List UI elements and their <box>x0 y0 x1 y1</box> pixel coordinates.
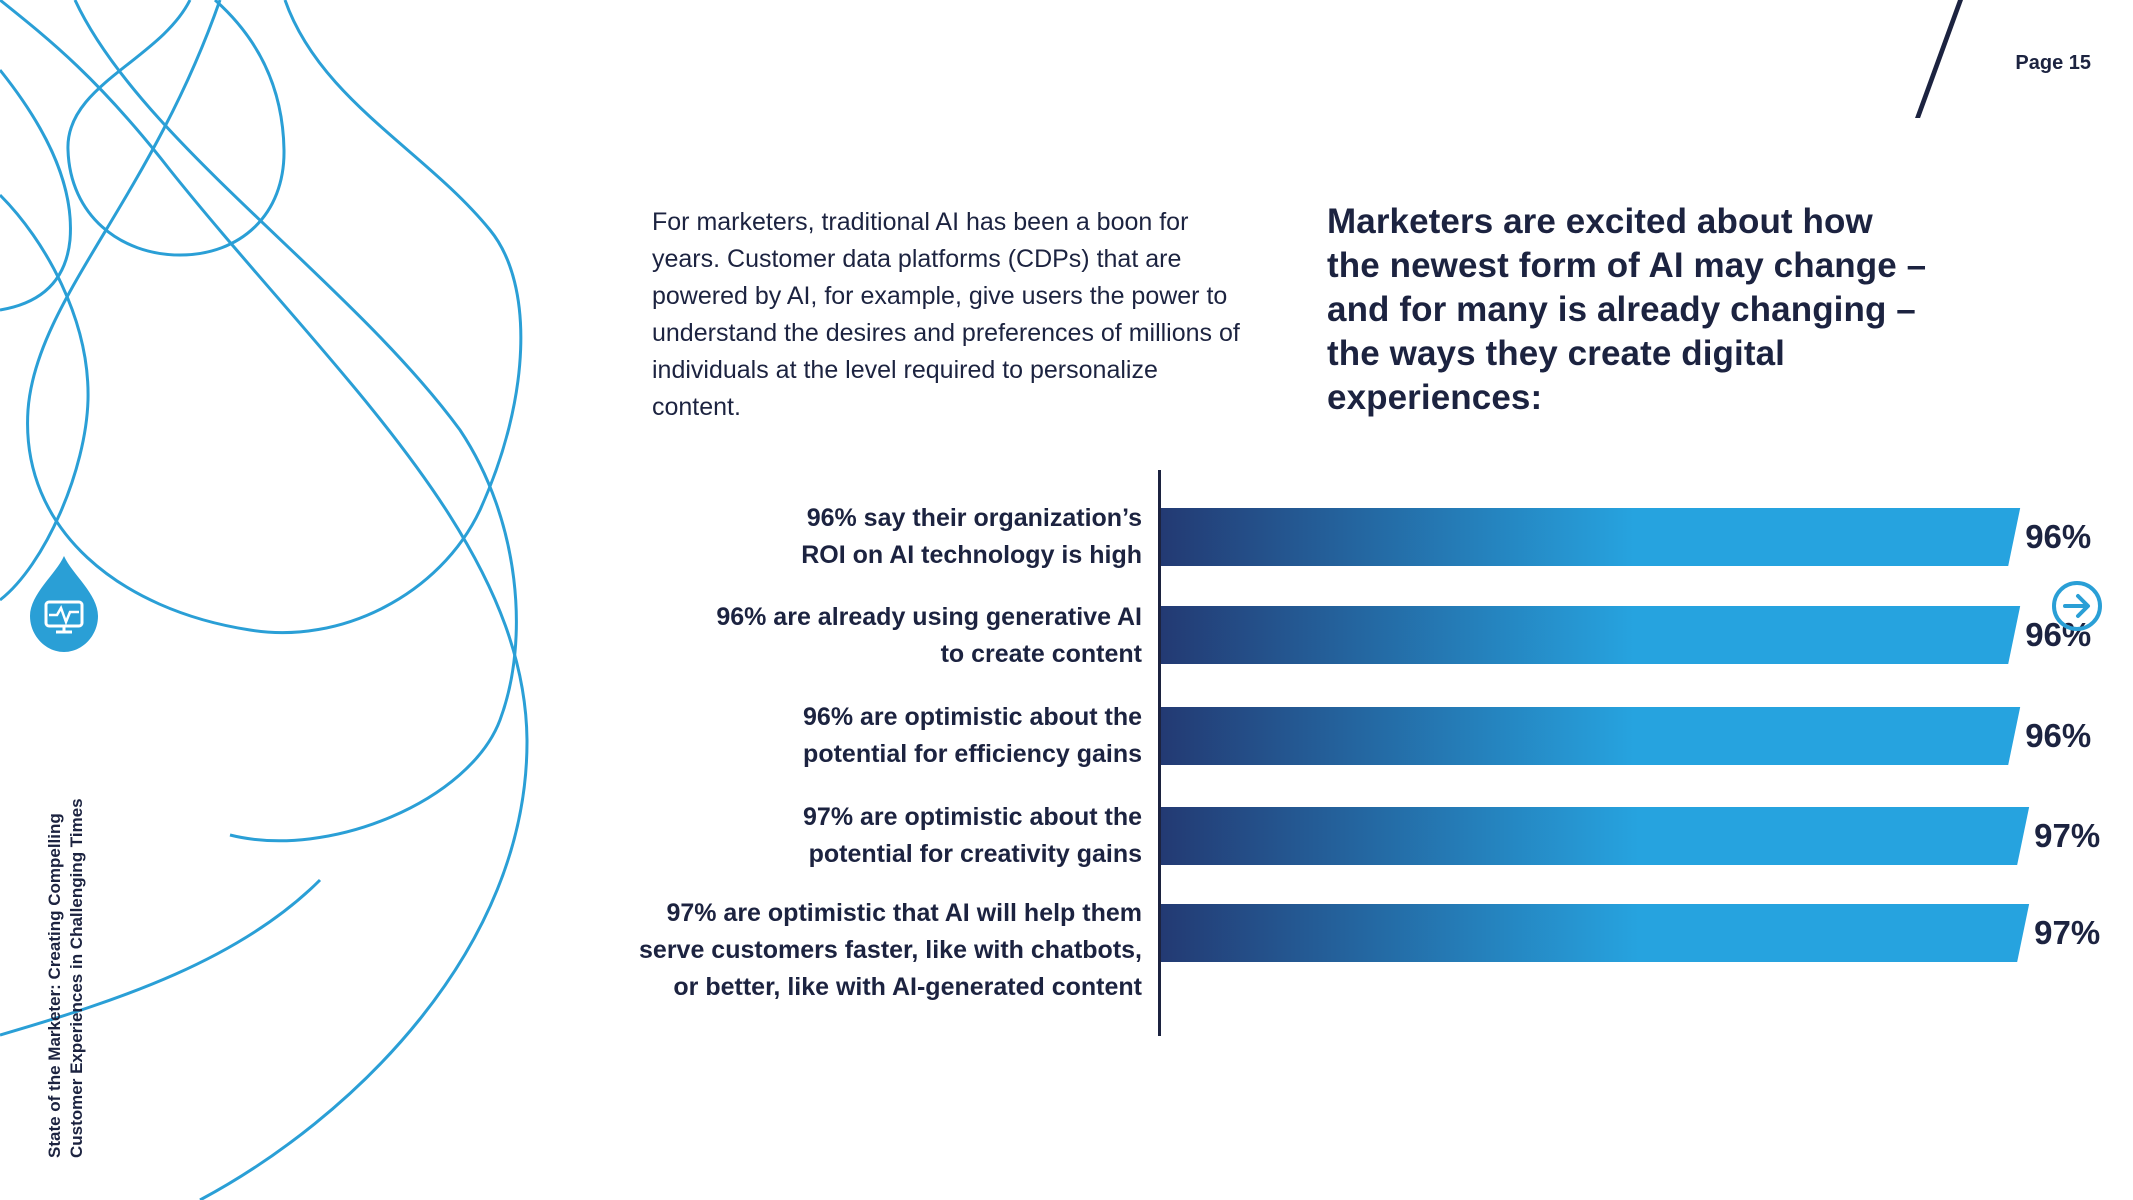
intro-paragraph: For marketers, traditional AI has been a… <box>652 208 1240 421</box>
next-page-button[interactable] <box>2051 580 2103 632</box>
bar-4 <box>1161 807 2030 865</box>
category-label-line: serve customers faster, like with chatbo… <box>639 935 1142 964</box>
category-label-1: 96% say their organization’s ROI on AI te… <box>622 500 1142 574</box>
category-label-3: 96% are optimistic about the potential fo… <box>622 699 1142 773</box>
category-label-line: or better, like with AI-generated conten… <box>673 972 1142 1001</box>
arrow-right-circle-icon <box>2052 581 2102 631</box>
page-number: Page 15 <box>2015 52 2091 74</box>
monitor-heartbeat-icon <box>26 554 102 654</box>
category-label-line: ROI on AI technology is high <box>801 541 1142 569</box>
bar-2 <box>1161 606 2021 664</box>
category-label-line: 96% say their organization’s <box>806 504 1142 532</box>
bar-1 <box>1161 508 2021 566</box>
category-label-line: 96% are optimistic about the <box>803 703 1142 731</box>
category-label-2: 96% are already using generative AI to cr… <box>622 599 1142 673</box>
bar-3 <box>1161 707 2021 765</box>
category-label-line: 97% are optimistic about the <box>803 803 1142 831</box>
chart-headline: Marketers are excited about how the newe… <box>1327 202 1927 417</box>
bar-value-label-3: 96% <box>2025 717 2092 754</box>
category-label-line: potential for efficiency gains <box>803 740 1142 768</box>
category-label-line: potential for creativity gains <box>808 840 1142 868</box>
category-label-4: 97% are optimistic about the potential fo… <box>622 799 1142 873</box>
category-label-line: 97% are optimistic that AI will help the… <box>666 898 1142 927</box>
category-label-line: 96% are already using generative AI <box>716 603 1142 631</box>
bar-5 <box>1161 904 2030 962</box>
chart-axis-line <box>1158 470 1161 1036</box>
bar-value-label-4: 97% <box>2034 817 2101 854</box>
bar-value-label-1: 96% <box>2025 518 2092 555</box>
category-label-line: to create content <box>940 640 1142 668</box>
category-label-5: 97% are optimistic that AI will help the… <box>622 895 1142 1006</box>
bar-value-label-5: 97% <box>2034 914 2101 951</box>
